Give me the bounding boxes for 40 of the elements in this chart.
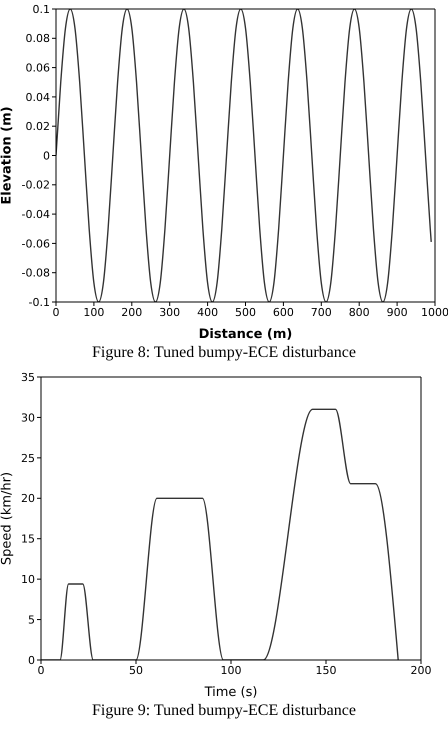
y-tick-label: 0.08 (26, 32, 50, 46)
y-tick-label: 15 (21, 532, 35, 546)
y-tick-label: 10 (21, 573, 35, 586)
y-tick-label: 0 (43, 149, 50, 162)
y-axis-title: Speed (km/hr) (0, 472, 15, 566)
y-tick-label: -0.06 (22, 237, 50, 250)
x-tick-label: 0 (52, 306, 60, 319)
x-tick-label: 600 (272, 306, 294, 319)
x-tick-label: 150 (316, 664, 336, 677)
y-tick-label: -0.1 (28, 296, 50, 309)
x-tick-label: 100 (83, 306, 104, 319)
x-axis-title: Distance (m) (198, 327, 292, 342)
text: Figure 8: Tuned bumpy-ECE disturbance (91, 344, 357, 362)
x-tick-label: 200 (410, 664, 432, 677)
y-tick-label: 20 (21, 492, 35, 506)
x-tick-label: 400 (197, 306, 218, 319)
x-tick-label: 700 (310, 306, 332, 319)
y-tick-label: 0.02 (26, 120, 50, 134)
x-tick-label: 800 (348, 306, 370, 319)
y-tick-label: -0.02 (22, 178, 50, 192)
x-tick-label: 1000 (421, 306, 448, 319)
text: Figure 9: Tuned bumpy-ECE disturbance (91, 702, 357, 720)
y-tick-label: 0.04 (26, 90, 50, 104)
y-tick-label: -0.04 (22, 208, 50, 222)
y-tick-label: 0.1 (32, 2, 50, 16)
y-axis-title: Elevation (m) (0, 106, 15, 205)
y-tick-label: 5 (28, 613, 35, 626)
x-tick-label: 300 (159, 306, 180, 319)
y-tick-label: 30 (21, 411, 35, 424)
x-axis-title: Time (s) (204, 685, 258, 700)
y-tick-label: 25 (21, 452, 35, 465)
x-tick-label: 50 (129, 664, 143, 677)
y-tick-label: 0.06 (26, 62, 50, 75)
x-tick-label: 500 (235, 306, 256, 319)
y-tick-label: 0 (28, 654, 35, 667)
x-tick-label: 200 (121, 306, 142, 319)
x-tick-label: 100 (220, 664, 242, 677)
y-tick-label: -0.08 (22, 266, 50, 280)
y-tick-label: 35 (21, 370, 35, 384)
x-tick-label: 900 (386, 306, 408, 319)
